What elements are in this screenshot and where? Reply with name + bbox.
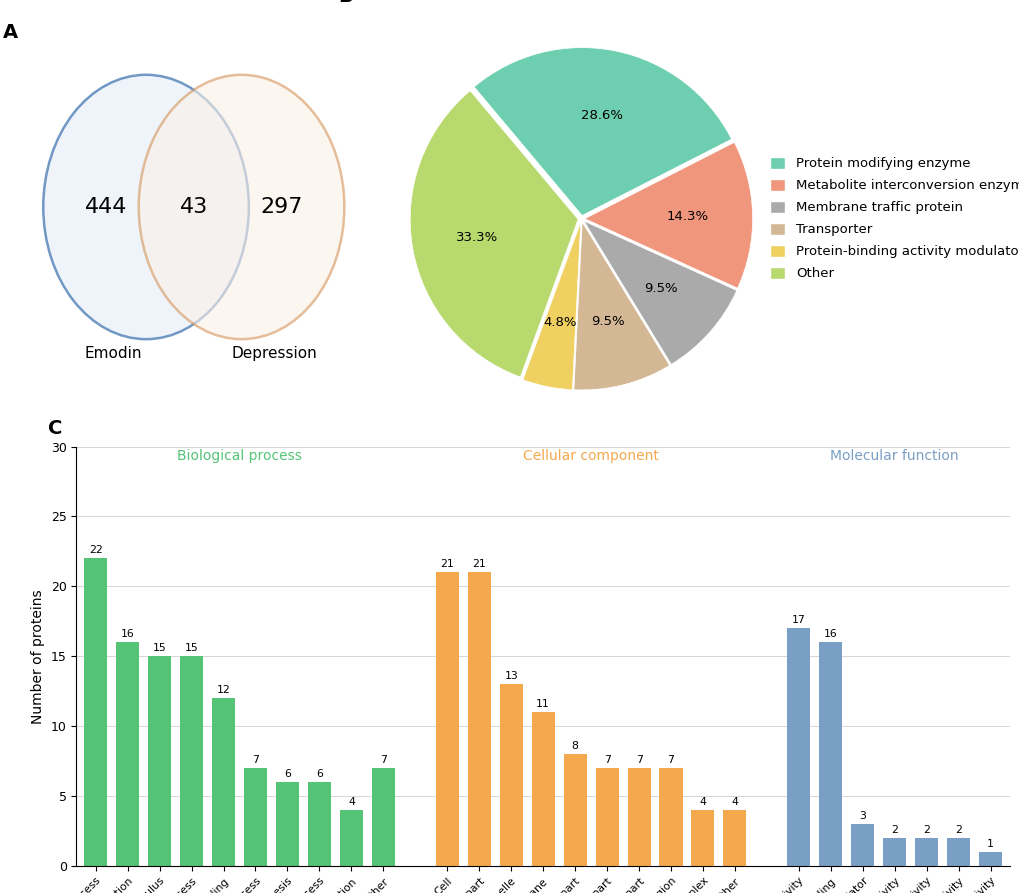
Text: 3: 3	[858, 811, 865, 821]
Wedge shape	[584, 142, 752, 288]
Y-axis label: Number of proteins: Number of proteins	[32, 589, 45, 723]
Text: 2: 2	[954, 825, 961, 835]
Text: B: B	[337, 0, 353, 6]
Text: A: A	[3, 23, 18, 42]
Bar	[435, 572, 459, 866]
Text: Emodin: Emodin	[85, 346, 142, 362]
Text: 1: 1	[986, 839, 994, 848]
Bar	[180, 656, 203, 866]
Wedge shape	[523, 222, 580, 389]
Text: 21: 21	[440, 559, 453, 569]
Ellipse shape	[43, 75, 249, 339]
Text: 7: 7	[635, 755, 642, 764]
Bar	[244, 768, 267, 866]
Bar	[818, 642, 842, 866]
Bar	[212, 698, 234, 866]
Wedge shape	[474, 47, 731, 215]
Wedge shape	[583, 221, 736, 364]
Bar	[308, 782, 330, 866]
Bar	[722, 810, 746, 866]
Text: 15: 15	[184, 643, 199, 653]
Text: Depression: Depression	[231, 346, 317, 362]
Text: 6: 6	[283, 769, 290, 779]
Bar	[947, 839, 969, 866]
Bar	[882, 839, 905, 866]
Text: 43: 43	[179, 197, 208, 217]
Text: 11: 11	[536, 699, 549, 709]
Bar	[85, 558, 107, 866]
Bar	[978, 852, 1001, 866]
Bar	[372, 768, 394, 866]
Text: 33.3%: 33.3%	[455, 230, 498, 244]
Text: Biological process: Biological process	[177, 449, 302, 463]
Bar	[787, 629, 809, 866]
Text: 4: 4	[347, 797, 355, 806]
Text: 2: 2	[891, 825, 898, 835]
Bar	[468, 572, 490, 866]
Text: 9.5%: 9.5%	[643, 282, 677, 296]
Text: 16: 16	[120, 629, 135, 638]
Legend: Protein modifying enzyme, Metabolite interconversion enzyme, Membrane traffic pr: Protein modifying enzyme, Metabolite int…	[763, 152, 1019, 286]
Bar	[339, 810, 363, 866]
Bar	[116, 642, 139, 866]
Text: 7: 7	[379, 755, 386, 764]
Text: 8: 8	[571, 741, 578, 751]
Bar	[564, 755, 586, 866]
Text: 17: 17	[791, 615, 805, 625]
Text: 21: 21	[472, 559, 486, 569]
Text: 16: 16	[823, 629, 837, 638]
Text: 15: 15	[153, 643, 166, 653]
Text: 13: 13	[503, 671, 518, 680]
Text: 7: 7	[666, 755, 674, 764]
Bar	[595, 768, 618, 866]
Text: 28.6%: 28.6%	[581, 109, 623, 121]
Bar	[276, 782, 299, 866]
Text: 4: 4	[731, 797, 738, 806]
Bar	[499, 684, 522, 866]
Text: 6: 6	[316, 769, 323, 779]
Bar	[914, 839, 937, 866]
Text: 22: 22	[89, 545, 103, 555]
Bar	[531, 713, 554, 866]
Text: 444: 444	[85, 197, 126, 217]
Bar	[627, 768, 650, 866]
Bar	[691, 810, 713, 866]
Text: 2: 2	[922, 825, 929, 835]
Bar	[851, 824, 873, 866]
Bar	[148, 656, 171, 866]
Text: 12: 12	[216, 685, 230, 695]
Ellipse shape	[139, 75, 344, 339]
Text: Molecular function: Molecular function	[829, 449, 958, 463]
Text: 4: 4	[699, 797, 706, 806]
Wedge shape	[410, 91, 578, 377]
Text: 7: 7	[603, 755, 610, 764]
Text: 7: 7	[252, 755, 259, 764]
Text: Cellular component: Cellular component	[523, 449, 658, 463]
Text: 297: 297	[261, 197, 303, 217]
Text: 14.3%: 14.3%	[665, 210, 707, 223]
Text: C: C	[48, 419, 62, 438]
Wedge shape	[574, 222, 668, 390]
Text: 9.5%: 9.5%	[590, 315, 624, 328]
Text: 4.8%: 4.8%	[543, 316, 577, 329]
Bar	[659, 768, 682, 866]
